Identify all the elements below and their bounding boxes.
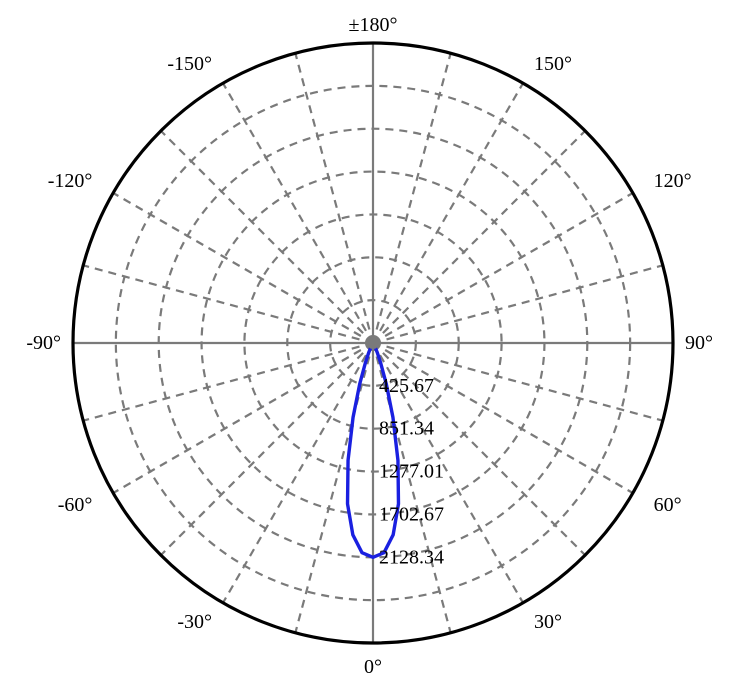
polar-chart: { "chart": { "type": "polar", "width": 7… bbox=[0, 0, 746, 686]
radial-label: 851.34 bbox=[379, 418, 434, 440]
angle-label: -120° bbox=[48, 170, 93, 192]
grid-spoke bbox=[223, 343, 373, 603]
grid-spoke bbox=[113, 343, 373, 493]
grid-spoke bbox=[113, 193, 373, 343]
angle-label: 60° bbox=[654, 494, 682, 516]
angle-label: ±180° bbox=[349, 14, 398, 36]
center-dot bbox=[367, 337, 379, 349]
angle-label: 0° bbox=[364, 656, 382, 678]
grid-spoke bbox=[83, 343, 373, 421]
angle-label: -60° bbox=[58, 494, 93, 516]
radial-label: 425.67 bbox=[379, 375, 434, 397]
grid-spoke bbox=[373, 83, 523, 343]
radial-label: 1702.67 bbox=[379, 503, 444, 525]
angle-label: -90° bbox=[26, 332, 61, 354]
grid-spoke bbox=[373, 193, 633, 343]
angle-label: 120° bbox=[654, 170, 692, 192]
grid-spoke bbox=[161, 343, 373, 555]
angle-label: -150° bbox=[167, 53, 212, 75]
radial-label: 2128.34 bbox=[379, 546, 444, 568]
grid-spoke bbox=[161, 131, 373, 343]
grid-spoke bbox=[295, 343, 373, 633]
radial-label: 1277.01 bbox=[379, 461, 444, 483]
angle-label: 30° bbox=[534, 611, 562, 633]
grid-spoke bbox=[373, 265, 663, 343]
angle-label: 90° bbox=[685, 332, 713, 354]
grid-spoke bbox=[373, 131, 585, 343]
grid-spoke bbox=[83, 265, 373, 343]
grid-spoke bbox=[223, 83, 373, 343]
polar-plot-svg: 425.67 851.34 1277.01 1702.67 2128.34 ±180° -… bbox=[0, 0, 746, 686]
angle-label: 150° bbox=[534, 53, 572, 75]
grid-spoke bbox=[295, 53, 373, 343]
angle-label: -30° bbox=[177, 611, 212, 633]
grid-spoke bbox=[373, 53, 451, 343]
